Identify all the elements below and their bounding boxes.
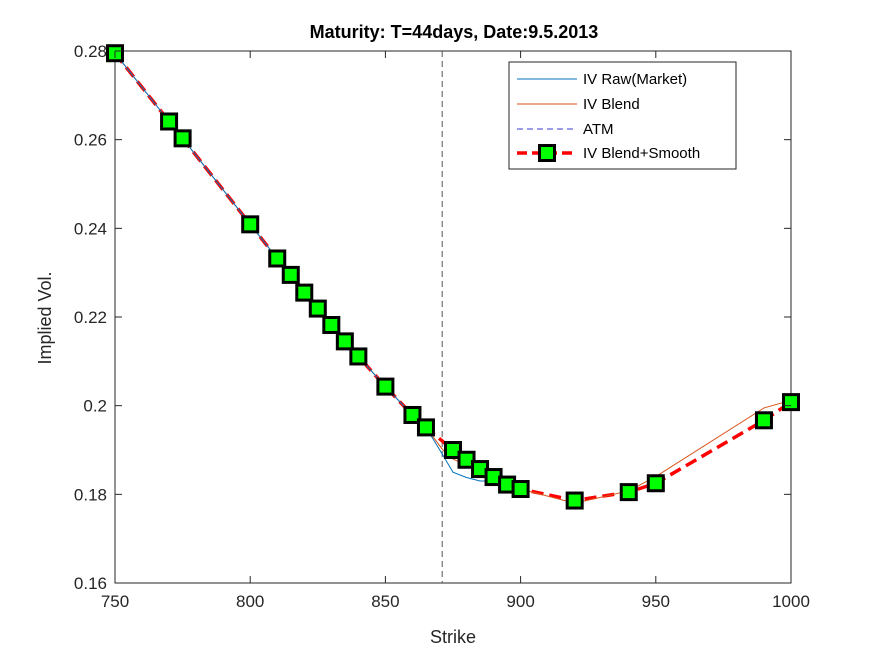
- iv-blend-smooth-point: [173, 129, 192, 148]
- ticks-layer: 750 800 850 900 950 1000 0.16 0.18 0.2 0.22 0.24 0.…: [74, 42, 810, 611]
- iv-blend-smooth-point: [782, 393, 800, 412]
- x-tick-label: 800: [236, 592, 264, 611]
- iv-blend-smooth-point: [376, 377, 395, 396]
- y-tick-label: 0.22: [74, 308, 107, 327]
- legend-entry-iv-blend-smooth-marker: [538, 144, 556, 162]
- y-axis-label: Implied Vol.: [35, 271, 55, 364]
- iv-blend-smooth-point: [457, 450, 476, 469]
- iv-blend-smooth-point: [511, 480, 530, 499]
- y-tick-label: 0.28: [74, 42, 107, 61]
- y-tick-label: 0.18: [74, 485, 107, 504]
- x-tick-label: 900: [506, 592, 534, 611]
- x-tick-label: 750: [101, 592, 129, 611]
- iv-blend-smooth-point: [349, 347, 368, 366]
- iv-blend-smooth-point: [335, 332, 354, 351]
- iv-blend-smooth-point: [444, 441, 462, 459]
- iv-blend-smooth-point: [295, 283, 314, 302]
- iv-blend-smooth-point: [308, 299, 327, 318]
- iv-blend-smooth-point: [322, 315, 341, 334]
- iv-blend-smooth-point: [268, 249, 287, 268]
- iv-blend-smooth-point: [281, 265, 300, 284]
- x-axis-label: Strike: [430, 627, 476, 647]
- iv-blend-smooth-point: [565, 491, 584, 510]
- y-tick-label: 0.16: [74, 574, 107, 593]
- iv-blend-smooth-point: [416, 418, 435, 437]
- iv-blend-smooth-point: [754, 411, 773, 430]
- x-tick-label: 1000: [772, 592, 810, 611]
- chart-title: Maturity: T=44days, Date:9.5.2013: [310, 22, 599, 42]
- legend-entry-iv-blend-smooth-label: IV Blend+Smooth: [583, 145, 700, 162]
- x-tick-label: 850: [371, 592, 399, 611]
- y-tick-label: 0.24: [74, 219, 107, 238]
- legend-entry-iv-raw-label: IV Raw(Market): [583, 71, 687, 88]
- iv-blend-smooth-point: [403, 405, 422, 424]
- iv-blend-smooth-point: [160, 112, 179, 131]
- y-tick-label: 0.26: [74, 131, 107, 150]
- legend-entry-iv-blend-label: IV Blend: [583, 96, 640, 113]
- legend-entry-atm-label: ATM: [583, 121, 614, 138]
- iv-blend-smooth-point: [646, 474, 665, 493]
- x-tick-label: 950: [642, 592, 670, 611]
- y-tick-label: 0.2: [83, 397, 107, 416]
- iv-blend-smooth-point: [619, 483, 638, 502]
- legend: IV Raw(Market) IV Blend ATM IV Blend+Smooth: [508, 61, 737, 170]
- iv-blend-smooth-point: [241, 215, 260, 234]
